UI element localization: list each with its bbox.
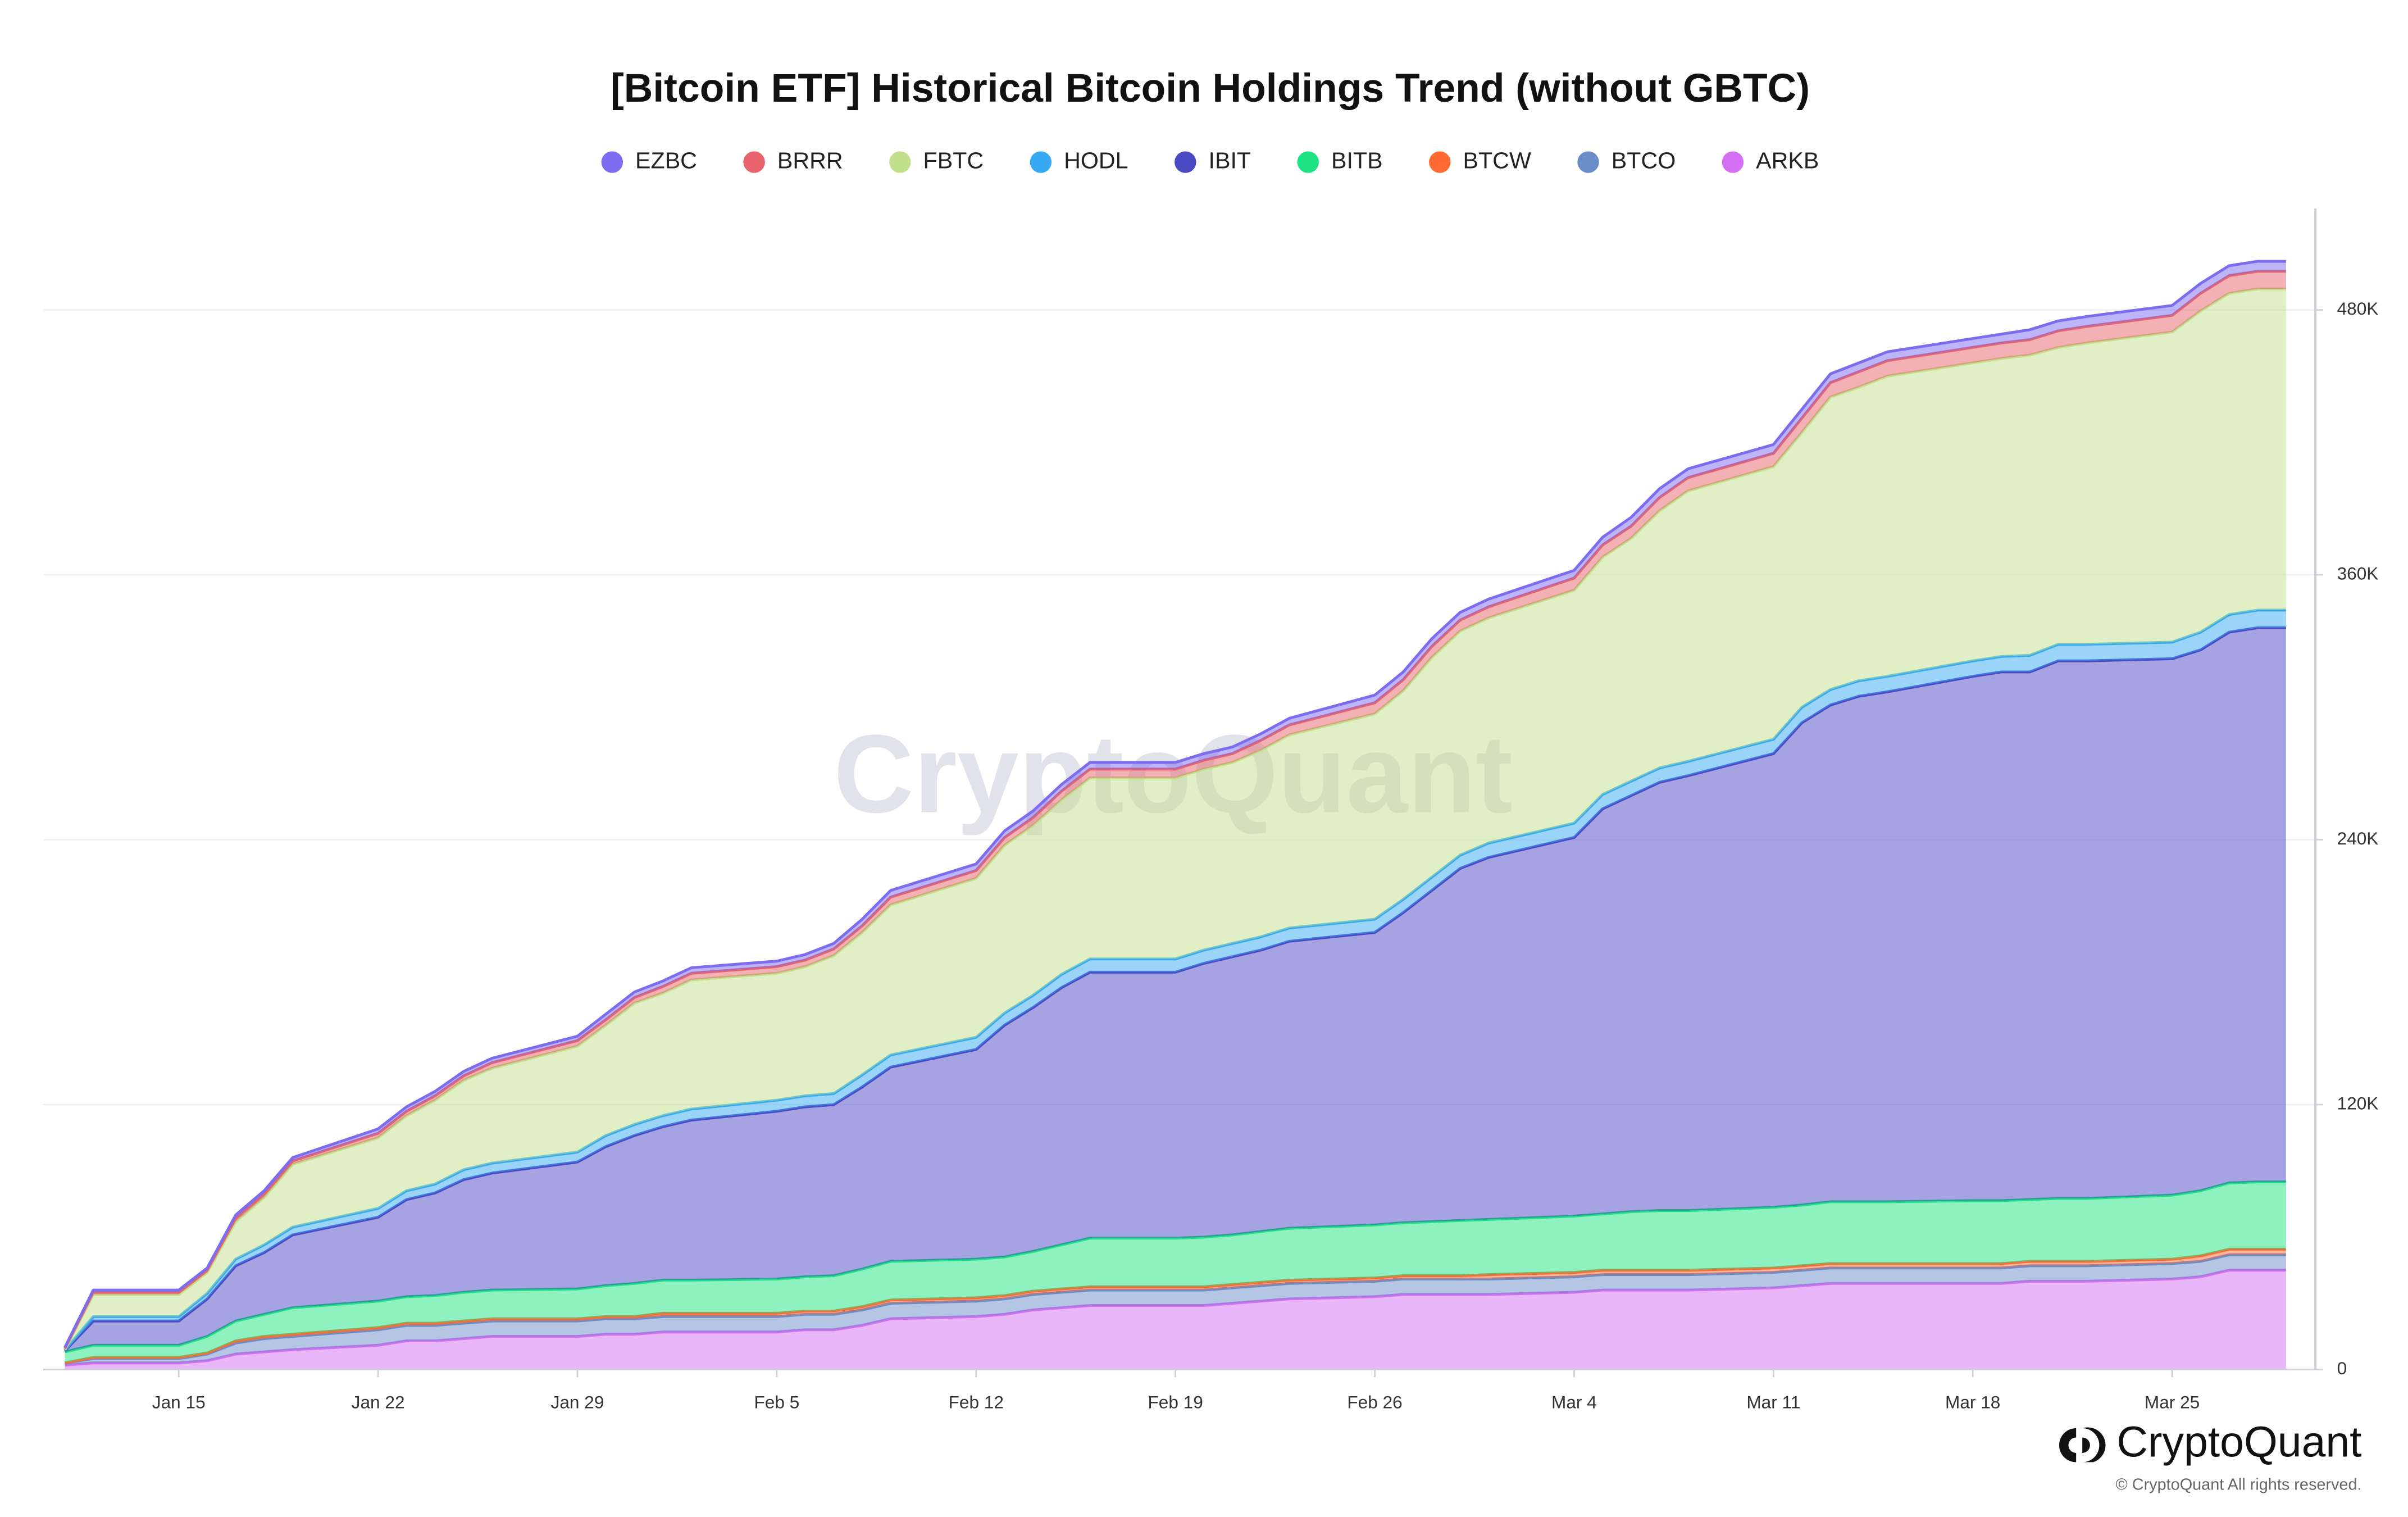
x-tick-label: Feb 12 xyxy=(949,1392,1004,1412)
legend-marker xyxy=(1175,151,1196,173)
legend-label: BTCO xyxy=(1612,147,1676,173)
plot-area xyxy=(43,260,2316,1370)
legend-label: BRRR xyxy=(777,147,843,173)
logo-icon xyxy=(2059,1428,2077,1463)
y-tick-label: 120K xyxy=(2337,1093,2379,1113)
legend-label: ARKB xyxy=(1756,147,1819,173)
legend-marker xyxy=(1429,151,1451,173)
x-tick-label: Mar 18 xyxy=(1945,1392,2000,1412)
area-fill xyxy=(65,1182,2286,1363)
area-fill xyxy=(65,1255,2286,1365)
legend-marker xyxy=(1722,151,1744,173)
y-tick-label: 480K xyxy=(2337,298,2379,319)
logo: CryptoQuant xyxy=(2059,1418,2362,1466)
area-fill xyxy=(65,628,2286,1352)
legend-marker xyxy=(889,151,911,173)
area-line xyxy=(65,1253,2286,1365)
area-fill xyxy=(65,289,2286,1350)
x-tick-label: Mar 25 xyxy=(2145,1392,2200,1412)
area-line xyxy=(63,260,2286,1348)
y-tick-label: 240K xyxy=(2337,828,2379,848)
legend-marker xyxy=(1030,151,1052,173)
logo-text: CryptoQuant xyxy=(2116,1418,2361,1466)
y-tick-label: 0 xyxy=(2337,1358,2347,1378)
x-tick-label: Jan 29 xyxy=(551,1392,604,1412)
logo-icon xyxy=(2082,1427,2106,1463)
area-fill xyxy=(65,1270,2286,1370)
chart-title: [Bitcoin ETF] Historical Bitcoin Holding… xyxy=(611,66,1810,111)
legend-label: IBIT xyxy=(1209,147,1251,173)
legend-label: FBTC xyxy=(923,147,984,173)
x-tick-label: Feb 19 xyxy=(1148,1392,1203,1412)
legend-marker xyxy=(601,151,623,173)
x-tick-label: Mar 4 xyxy=(1551,1392,1597,1412)
legend-label: HODL xyxy=(1064,147,1128,173)
x-tick-label: Feb 26 xyxy=(1347,1392,1402,1412)
legend-marker xyxy=(1297,151,1319,173)
legend-marker xyxy=(743,151,765,173)
x-tick-label: Jan 15 xyxy=(152,1392,206,1412)
legend-label: BTCW xyxy=(1463,147,1531,173)
x-tick-label: Feb 5 xyxy=(754,1392,799,1412)
x-tick-label: Jan 22 xyxy=(352,1392,405,1412)
legend-label: EZBC xyxy=(635,147,697,173)
copyright: © CryptoQuant All rights reserved. xyxy=(2115,1475,2361,1493)
legend-marker xyxy=(1577,151,1599,173)
x-tick-label: Mar 11 xyxy=(1746,1392,1800,1412)
y-tick-label: 360K xyxy=(2337,563,2379,583)
legend-label: BITB xyxy=(1331,147,1383,173)
